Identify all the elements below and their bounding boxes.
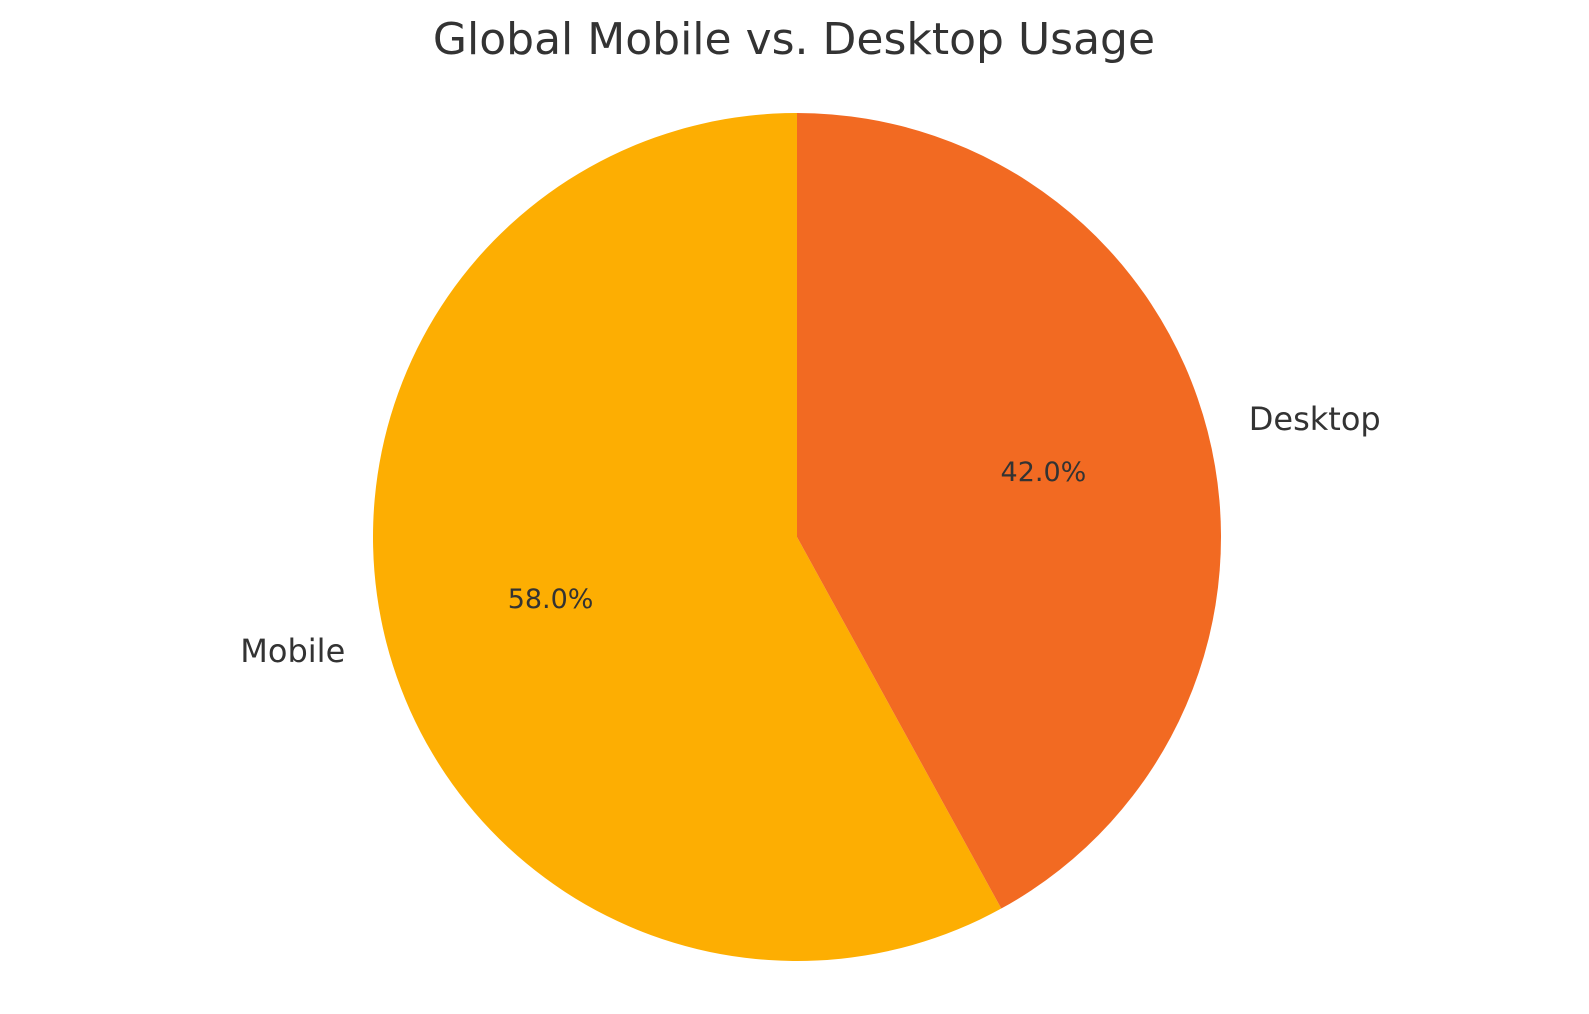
pie-labels: Mobile 58.0% Desktop 42.0% [240,400,1380,670]
pie-slice-mobile [372,113,1002,961]
pie-slice-desktop [797,113,1221,909]
slice-label-desktop: Desktop [1249,400,1381,438]
pie-slices [372,113,1221,961]
slice-percent-mobile: 58.0% [508,584,594,615]
slice-percent-desktop: 42.0% [1001,457,1087,488]
slice-label-mobile: Mobile [240,632,345,670]
chart-title: Global Mobile vs. Desktop Usage [433,14,1155,65]
